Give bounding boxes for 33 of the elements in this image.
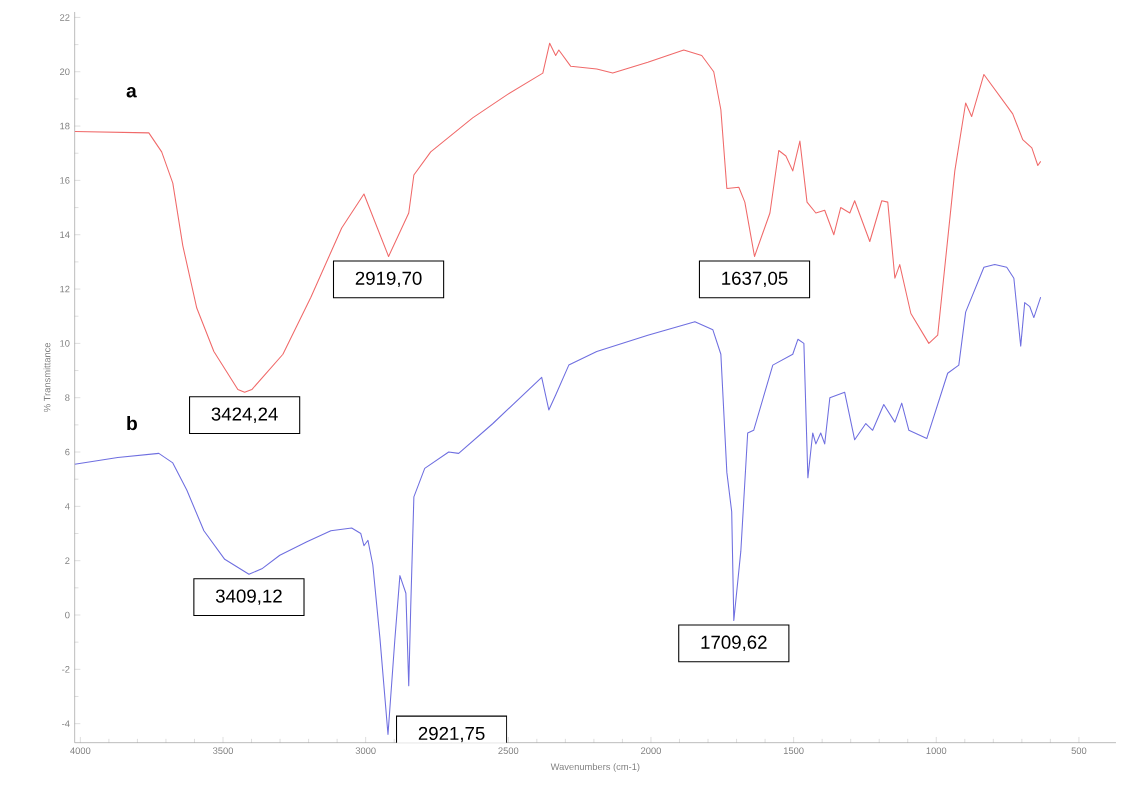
y-axis-title: % Transmittance	[43, 342, 51, 412]
annotation: 2921,75	[418, 726, 485, 743]
annotation: 3424,24	[211, 407, 278, 423]
y-tick-label: 2	[65, 557, 70, 564]
x-tick-label: 1500	[783, 747, 804, 754]
annotation: 3409,12	[215, 589, 282, 605]
y-tick-label: 14	[60, 231, 70, 238]
y-tick-label: 16	[60, 177, 70, 184]
annotation: 1637,05	[722, 271, 788, 288]
x-tick-label: 500	[1071, 747, 1087, 754]
y-tick-label: 20	[60, 68, 70, 76]
x-tick-label: 2000	[641, 747, 661, 754]
x-tick-label: 3000	[355, 747, 376, 754]
y-tick-label: -4	[62, 720, 70, 727]
y-tick-label: 22	[60, 14, 70, 21]
annotation: 1709,62	[701, 635, 767, 652]
line-series	[74, 42, 1042, 393]
y-tick-label: 10	[60, 340, 70, 347]
y-tick-label: 0	[65, 611, 70, 619]
annotation: 2919,70	[355, 271, 422, 288]
x-tick-label: 2500	[498, 747, 519, 754]
x-axis-title: Wavenumbers (cm-1)	[550, 763, 640, 772]
series-label: b	[127, 416, 137, 431]
y-tick-label: 8	[65, 394, 70, 401]
y-tick-label: -2	[62, 666, 70, 673]
series-label: a	[126, 86, 137, 98]
y-tick-label: 6	[65, 448, 70, 456]
x-tick-label: 4000	[70, 747, 91, 754]
x-tick-label: 3500	[212, 747, 234, 754]
y-tick-label: 18	[60, 122, 70, 130]
y-tick-label: 4	[64, 503, 70, 510]
y-tick-label: 12	[60, 285, 70, 293]
x-tick-label: 1000	[926, 747, 947, 754]
